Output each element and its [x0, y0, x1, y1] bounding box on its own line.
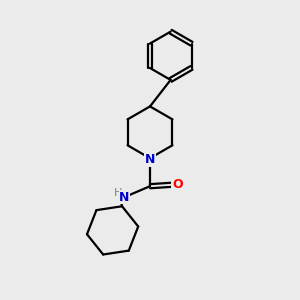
Text: O: O [172, 178, 183, 191]
Text: N: N [119, 190, 130, 204]
Text: N: N [145, 153, 155, 166]
Text: H: H [113, 188, 122, 198]
